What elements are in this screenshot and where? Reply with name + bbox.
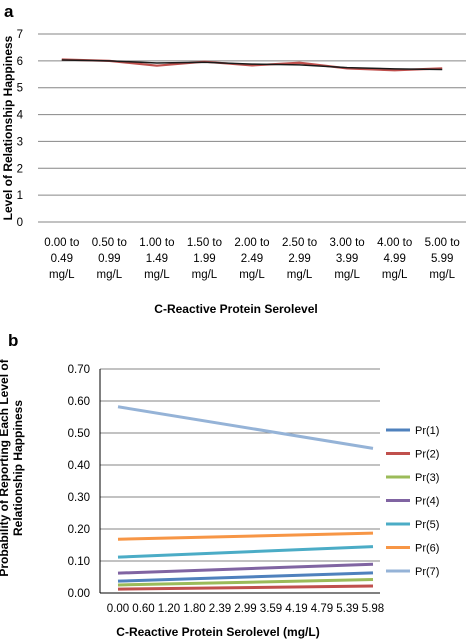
panel-a-y-tick-label: 0 bbox=[17, 217, 23, 229]
panel-a-x-tick-label: 5.00 to 5.99 mg/L bbox=[425, 237, 460, 281]
panel-b: b 0.000.100.200.300.400.500.600.70 0.00 0… bbox=[0, 331, 439, 639]
panel-a-x-tick-label: 1.50 to 1.99 mg/L bbox=[187, 237, 222, 281]
panel-a-letter: a bbox=[4, 2, 14, 21]
panel-b-y-tick-label: 0.20 bbox=[68, 524, 90, 536]
panel-b-series-line bbox=[117, 562, 374, 575]
panel-a-x-tick-label: 2.50 to 2.99 mg/L bbox=[282, 237, 317, 281]
panel-b-y-tick-label: 0.40 bbox=[68, 460, 90, 472]
panel-a-y-tick-label: 3 bbox=[17, 136, 23, 148]
panel-a-x-tick-label: 4.00 to 4.99 mg/L bbox=[377, 237, 412, 281]
legend-label: Pr(4) bbox=[415, 496, 439, 508]
panel-b-y-ticks: 0.00 0.10 0.20 0.30 0.40 0.50 0.60 0.70 bbox=[68, 364, 90, 600]
legend-label: Pr(6) bbox=[415, 543, 439, 555]
panel-a-y-ticks: 0 1 2 3 4 5 6 7 bbox=[17, 29, 24, 229]
panel-b-y-tick-label: 0.70 bbox=[68, 364, 90, 376]
panel-b-series-line bbox=[117, 578, 374, 587]
panel-b-y-tick-label: 0.60 bbox=[68, 396, 90, 408]
panel-a-series-line bbox=[61, 58, 443, 72]
panel-a-y-tick-label: 4 bbox=[17, 110, 24, 122]
panel-a-x-tick-label: 2.00 to 2.49 mg/L bbox=[234, 237, 269, 281]
panel-a-y-axis-title: Level of Relationship Happiness bbox=[1, 35, 15, 220]
panel-b-series-line bbox=[117, 571, 374, 583]
panel-a-y-tick-label: 1 bbox=[17, 190, 23, 202]
panel-b-x-tick-label: 5.98 bbox=[362, 603, 384, 615]
panel-a-gridlines bbox=[38, 33, 466, 223]
panel-a-x-axis-title: C-Reactive Protein Serolevel bbox=[154, 302, 317, 316]
panel-b-x-tick-label: 1.20 bbox=[158, 603, 180, 615]
panel-b-x-ticks: 0.00 0.60 1.20 1.80 2.39 2.99 3.59 4.19 4.79 5.39… bbox=[107, 603, 384, 615]
panel-b-series-line bbox=[117, 584, 374, 591]
panel-a-y-tick-label: 2 bbox=[17, 163, 23, 175]
panel-b-x-tick-label: 1.80 bbox=[183, 603, 205, 615]
panel-b-gridlines bbox=[99, 368, 380, 594]
panel-b-y-tick-label: 0.00 bbox=[68, 588, 90, 600]
panel-b-x-tick-label: 2.39 bbox=[209, 603, 231, 615]
legend-label: Pr(2) bbox=[415, 449, 439, 461]
panel-a: a 0 1 2 3 4 5 6 7 0.00 to 0.49 mg/L 0.50 to 0.99 mg/… bbox=[1, 2, 466, 316]
legend-label: Pr(3) bbox=[415, 472, 439, 484]
panel-a-series bbox=[61, 58, 443, 72]
panel-b-x-tick-label: 0.00 bbox=[107, 603, 129, 615]
panel-b-x-tick-label: 5.39 bbox=[336, 603, 358, 615]
panel-b-y-tick-label: 0.10 bbox=[68, 556, 90, 568]
panel-a-x-tick-label: 0.00 to 0.49 mg/L bbox=[44, 237, 79, 281]
panel-b-series-line bbox=[117, 405, 374, 450]
panel-b-y-tick-label: 0.30 bbox=[68, 492, 90, 504]
panel-a-y-tick-label: 7 bbox=[17, 29, 23, 41]
panel-a-y-tick-label: 5 bbox=[17, 83, 23, 95]
panel-b-x-tick-label: 3.59 bbox=[260, 603, 282, 615]
panel-b-y-axis-title-line1: Probability of Reporting Each Level of bbox=[0, 358, 11, 576]
panel-a-x-tick-label: 3.00 to 3.99 mg/L bbox=[330, 237, 365, 281]
panel-b-x-tick-label: 0.60 bbox=[132, 603, 154, 615]
panel-b-y-tick-label: 0.50 bbox=[68, 428, 90, 440]
panel-a-y-tick-label: 6 bbox=[17, 56, 23, 68]
legend-label: Pr(1) bbox=[415, 425, 439, 437]
legend-label: Pr(7) bbox=[415, 566, 439, 578]
legend-label: Pr(5) bbox=[415, 519, 439, 531]
panel-b-x-tick-label: 2.99 bbox=[234, 603, 256, 615]
panel-a-x-tick-label: 1.00 to 1.49 mg/L bbox=[139, 237, 174, 281]
panel-a-x-tick-label: 0.50 to 0.99 mg/L bbox=[92, 237, 127, 281]
panel-b-series-line bbox=[117, 531, 374, 541]
panel-b-letter: b bbox=[8, 331, 18, 350]
panel-a-x-ticks: 0.00 to 0.49 mg/L 0.50 to 0.99 mg/L 1.00 to 1.4… bbox=[44, 237, 460, 281]
panel-b-series bbox=[117, 405, 374, 591]
panel-b-y-axis-title-line2: Relationship Happiness bbox=[11, 400, 25, 536]
panel-b-series-line bbox=[117, 545, 374, 559]
panel-b-x-tick-label: 4.79 bbox=[311, 603, 333, 615]
panel-b-x-tick-label: 4.19 bbox=[285, 603, 307, 615]
panel-b-legend: Pr(1) Pr(2) Pr(3) Pr(4) Pr(5) Pr(6) Pr(7) bbox=[386, 425, 439, 578]
panel-a-series-line bbox=[61, 59, 443, 71]
panel-b-x-axis-title: C-Reactive Protein Serolevel (mg/L) bbox=[116, 625, 319, 639]
